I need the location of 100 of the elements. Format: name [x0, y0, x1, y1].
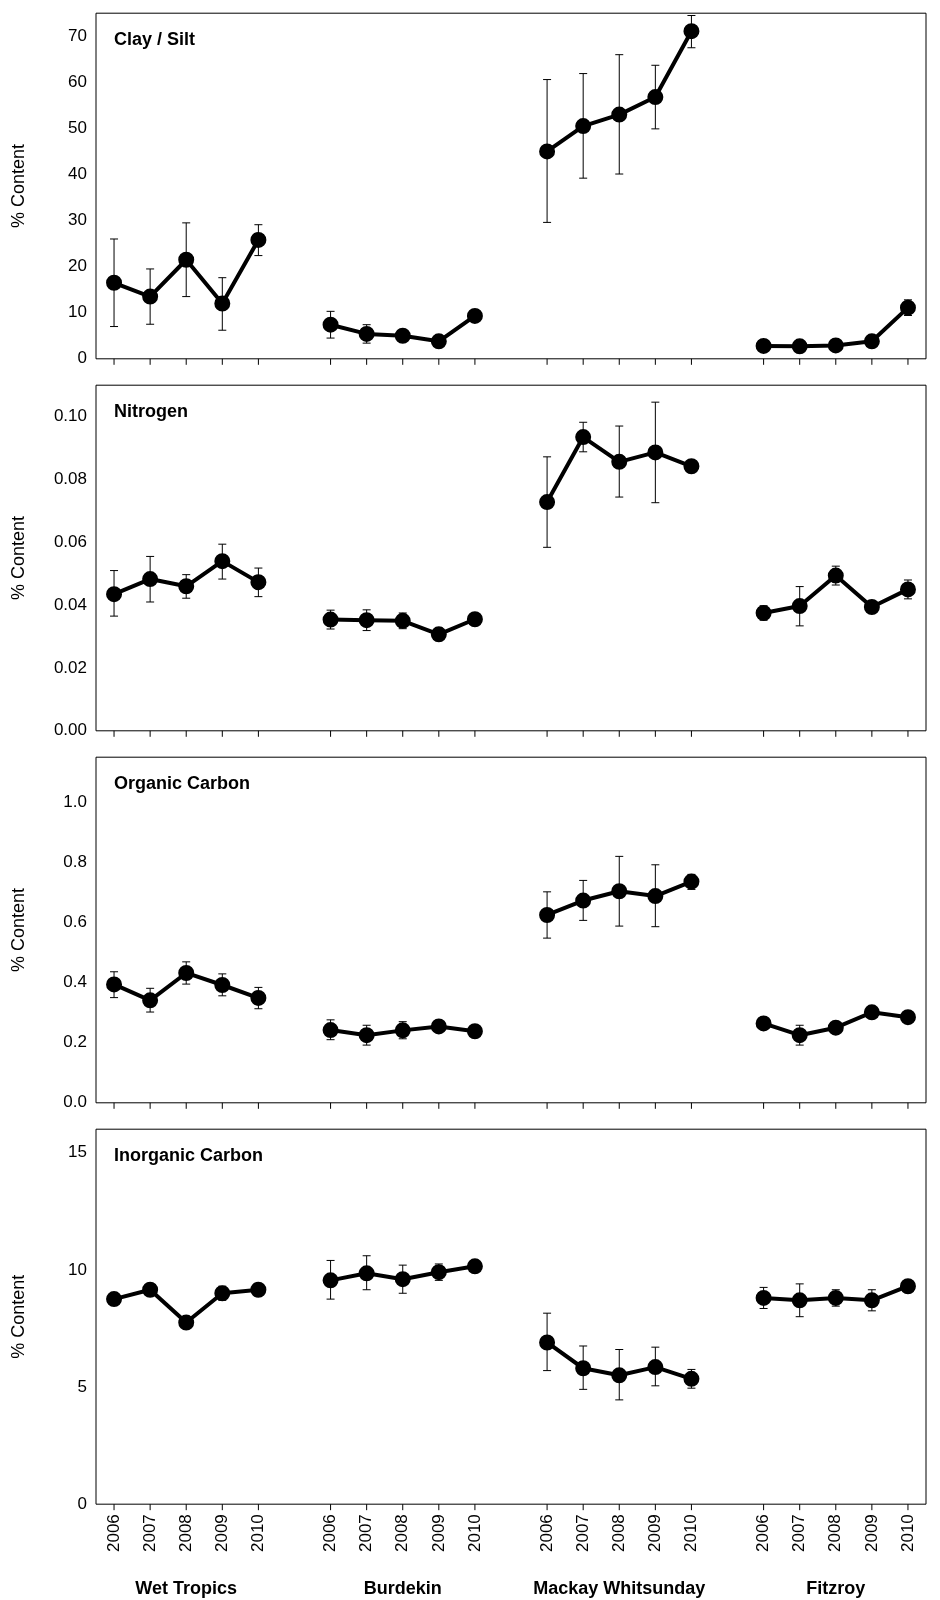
point — [899, 581, 916, 598]
y-tick-label: 0.02 — [53, 657, 87, 677]
point — [899, 299, 916, 316]
point — [358, 1027, 375, 1044]
text: Nitrogen — [114, 401, 188, 422]
x-tick-label: 2007 — [789, 1514, 809, 1553]
y-tick-label: 70 — [68, 25, 87, 45]
y-tick-label: 0.0 — [63, 1092, 87, 1112]
point — [791, 338, 808, 355]
point — [142, 1281, 159, 1298]
y-axis-title: % Content — [7, 887, 28, 973]
point — [539, 494, 556, 511]
y-tick-label: 15 — [68, 1142, 87, 1162]
point — [214, 553, 231, 570]
point — [647, 89, 664, 106]
y-tick-label: 10 — [68, 1259, 87, 1279]
point — [647, 1359, 664, 1376]
x-tick-label: 2009 — [645, 1514, 665, 1553]
point — [250, 574, 267, 591]
point — [250, 231, 267, 248]
point — [827, 567, 844, 584]
point — [611, 1367, 628, 1384]
text: Clay / Silt — [114, 29, 196, 50]
x-tick-label: 2008 — [608, 1514, 628, 1553]
x-tick-label: 2006 — [753, 1514, 773, 1553]
point — [250, 989, 267, 1006]
point — [575, 118, 592, 135]
point — [466, 611, 483, 628]
point — [430, 626, 447, 643]
point — [863, 599, 880, 616]
y-tick-label: 30 — [68, 210, 87, 230]
point — [647, 888, 664, 905]
point — [863, 333, 880, 350]
point — [358, 1265, 375, 1282]
x-tick-label: 2007 — [139, 1514, 159, 1553]
point — [827, 1019, 844, 1036]
point — [683, 23, 700, 40]
point — [322, 316, 339, 333]
point — [430, 1018, 447, 1035]
text: Burdekin — [363, 1577, 442, 1598]
point — [827, 1289, 844, 1306]
x-tick-label: 2009 — [861, 1514, 881, 1553]
point — [142, 288, 159, 305]
y-tick-label: 0.00 — [53, 720, 87, 740]
x-tick-label: 2009 — [211, 1514, 231, 1553]
x-tick-label: 2006 — [320, 1514, 340, 1553]
point — [358, 325, 375, 342]
point — [575, 429, 592, 446]
point — [106, 1291, 123, 1308]
y-tick-label: 0.6 — [63, 912, 87, 932]
x-tick-label: 2008 — [825, 1514, 845, 1553]
point — [358, 612, 375, 629]
text: Inorganic Carbon — [114, 1145, 264, 1166]
point — [863, 1004, 880, 1021]
point — [322, 1022, 339, 1039]
point — [755, 337, 772, 354]
point — [755, 604, 772, 621]
point — [322, 611, 339, 628]
point — [106, 976, 123, 993]
point — [178, 1314, 195, 1331]
y-axis-title: % Content — [7, 515, 28, 601]
x-tick-label: 2010 — [248, 1514, 268, 1553]
text: Fitzroy — [806, 1577, 866, 1598]
point — [791, 1292, 808, 1309]
y-tick-label: 0.4 — [63, 972, 87, 992]
point — [322, 1272, 339, 1289]
point — [394, 612, 411, 629]
x-tick-label: 2008 — [175, 1514, 195, 1553]
point — [430, 1264, 447, 1281]
x-tick-label: 2010 — [464, 1514, 484, 1553]
point — [611, 106, 628, 123]
x-tick-label: 2006 — [103, 1514, 123, 1553]
y-tick-label: 0.10 — [53, 406, 87, 426]
point — [755, 1015, 772, 1032]
point — [791, 598, 808, 615]
point — [142, 992, 159, 1009]
y-tick-label: 0 — [77, 348, 87, 368]
y-tick-label: 20 — [68, 256, 87, 276]
text: Organic Carbon — [114, 773, 251, 794]
y-tick-label: 60 — [68, 72, 87, 92]
x-tick-label: 2006 — [536, 1514, 556, 1553]
x-tick-label: 2010 — [897, 1514, 917, 1553]
point — [791, 1027, 808, 1044]
point — [755, 1289, 772, 1306]
point — [899, 1278, 916, 1295]
point — [106, 586, 123, 603]
y-tick-label: 5 — [77, 1376, 87, 1396]
y-tick-label: 0.08 — [53, 469, 87, 489]
point — [611, 453, 628, 470]
point — [214, 1285, 231, 1302]
point — [250, 1281, 267, 1298]
point — [611, 883, 628, 900]
point — [142, 571, 159, 588]
y-tick-label: 50 — [68, 118, 87, 138]
point — [214, 295, 231, 312]
point — [539, 143, 556, 160]
point — [466, 1258, 483, 1275]
point — [575, 1360, 592, 1377]
point — [466, 307, 483, 324]
point — [863, 1292, 880, 1309]
